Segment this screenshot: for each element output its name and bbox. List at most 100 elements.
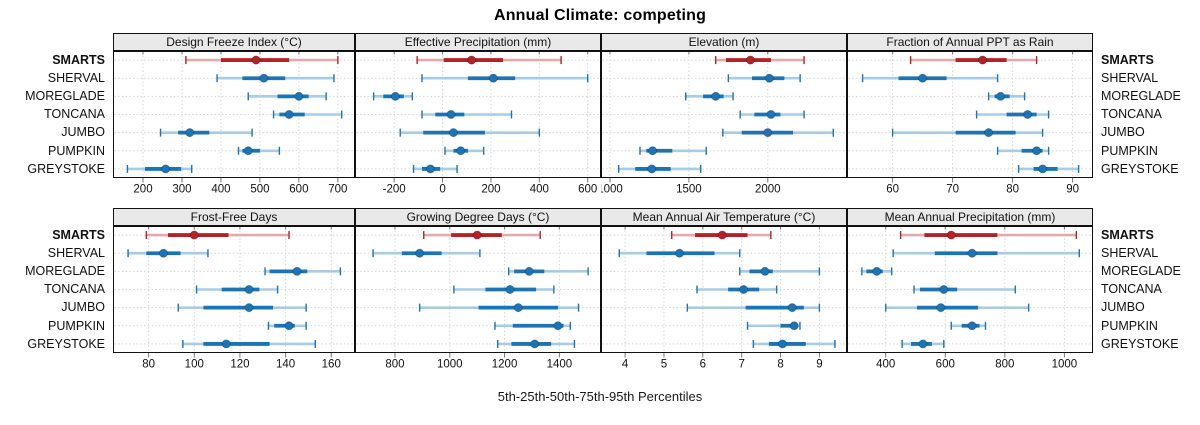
x-tick-label: 100 (185, 359, 204, 370)
median-dot (967, 248, 977, 258)
whisker-toncana (913, 284, 1016, 295)
chart-title: Annual Climate: competing (493, 7, 707, 24)
panel-header: Fraction of Annual PPT as Rain (847, 33, 1093, 51)
x-axis: -200 0 200 400 600 (383, 51, 597, 195)
gridlines (356, 227, 600, 352)
whisker-moreglade (264, 266, 342, 276)
x-tick-label: 500 (250, 184, 269, 195)
whisker-smarts (185, 55, 339, 65)
median-dot (777, 339, 788, 349)
median-dot (448, 128, 458, 138)
panel-header: Mean Annual Precipitation (mm) (847, 208, 1093, 226)
plot-frame (601, 51, 847, 178)
whisker-smarts (416, 55, 562, 65)
whisker-moreglade (247, 91, 327, 101)
category-label-smarts: SMARTS (1101, 227, 1154, 242)
whisker-smarts (423, 230, 541, 240)
x-tick-label: 1000 (437, 359, 463, 370)
x-axis: 1000 1500 2000 (601, 51, 781, 194)
median-dot (978, 55, 988, 65)
panel-title: Mean Annual Air Temperature (°C) (633, 210, 816, 224)
panel-fraction-of-annual-ppt-as-rain: Fraction of Annual PPT as Rain 60 70 80 90 (847, 33, 1093, 194)
panel-title: Fraction of Annual PPT as Rain (886, 35, 1053, 49)
whisker-toncana (975, 109, 1050, 120)
gridlines (356, 52, 600, 177)
whisker-smarts (145, 230, 290, 240)
x-tick-label: 200 (481, 184, 500, 195)
plot-frame (601, 226, 847, 353)
whisker-smarts (909, 55, 1038, 65)
category-label-greystoke: GREYSTOKE (1101, 161, 1179, 176)
x-axis: 200 300 400 500 600 700 (133, 51, 347, 194)
category-label-pumpkin: PUMPKIN (48, 318, 105, 333)
whisker-sherval (892, 248, 1081, 258)
plot-frame (113, 51, 355, 178)
x-axis: 4 5 6 7 8 9 (622, 226, 823, 369)
median-dot (936, 303, 946, 313)
x-tick-label: 1400 (547, 359, 573, 370)
category-label-smarts: SMARTS (52, 227, 105, 242)
x-tick-label: 5 (661, 359, 667, 370)
trellis-band-1: SMARTS SHERVAL MOREGLADE TONCANA JUMBO PUMPKI… (0, 33, 1200, 194)
label-column-spacer (1093, 33, 1200, 51)
whisker-jumbo (686, 303, 821, 313)
whisker-greystoke (901, 339, 945, 349)
category-label-jumbo: JUMBO (61, 125, 105, 140)
whisker-toncana (272, 109, 343, 120)
median-dot (648, 146, 658, 156)
category-labels-right: SMARTS SHERVAL MOREGLADE TONCANA JUMBO PUMPKI… (1093, 208, 1200, 353)
category-labels-right: SMARTS SHERVAL MOREGLADE TONCANA JUMBO PUMPKI… (1093, 33, 1200, 178)
x-tick-label: 600 (289, 184, 308, 195)
whisker-pumpkin (237, 146, 281, 156)
label-column-spacer (0, 208, 113, 226)
whisker-sherval (618, 248, 741, 258)
whisker-toncana (696, 284, 778, 295)
whisker-jumbo (177, 303, 307, 313)
median-dot (530, 339, 540, 349)
plot-frame (847, 51, 1093, 178)
whisker-jumbo (885, 303, 1030, 313)
median-dot (425, 164, 436, 174)
median-dot (294, 91, 304, 101)
median-dot (764, 73, 774, 83)
whisker-moreglade (739, 266, 821, 276)
x-tick-label: 400 (211, 184, 230, 195)
x-tick-label: 1200 (492, 359, 518, 370)
median-dot (244, 284, 254, 295)
category-label-jumbo: JUMBO (1101, 125, 1145, 140)
median-dot (946, 230, 956, 240)
category-label-greystoke: GREYSTOKE (27, 161, 105, 176)
panel-header: Frost-Free Days (113, 208, 355, 226)
category-label-jumbo: JUMBO (61, 300, 105, 315)
category-label-moreglade: MOREGLADE (1101, 89, 1181, 104)
whisker-greystoke (412, 164, 458, 174)
x-tick-label: 600 (578, 184, 597, 195)
category-label-jumbo: JUMBO (1101, 300, 1145, 315)
label-column-spacer (1093, 208, 1200, 226)
median-dot (505, 284, 515, 295)
x-tick-label: 90 (1066, 184, 1079, 195)
whisker-toncana (195, 284, 279, 295)
median-dot (1038, 164, 1048, 174)
median-dot (674, 248, 685, 258)
x-axis: 80 100 120 140 160 (142, 226, 341, 369)
median-dot (1023, 109, 1033, 120)
whisker-jumbo (891, 128, 1044, 138)
panel-header: Effective Precipitation (mm) (355, 33, 601, 51)
whisker-pumpkin (746, 321, 801, 331)
x-axis: 60 70 80 90 (886, 51, 1079, 194)
x-tick-label: -200 (383, 184, 406, 195)
median-dot (766, 109, 776, 120)
x-tick-label: 140 (276, 359, 295, 370)
median-dot (918, 339, 928, 349)
median-dot (292, 266, 302, 276)
trellis-band-2: SMARTS SHERVAL MOREGLADE TONCANA JUMBO PUMPKI… (0, 208, 1200, 369)
median-dot (763, 128, 773, 138)
median-dot (189, 230, 199, 240)
whisker-toncana (453, 284, 555, 295)
category-label-moreglade: MOREGLADE (25, 89, 105, 104)
x-tick-label: 800 (385, 359, 404, 370)
whisker-greystoke (1017, 164, 1080, 174)
x-tick-label: 80 (142, 359, 155, 370)
median-dot (739, 284, 749, 295)
